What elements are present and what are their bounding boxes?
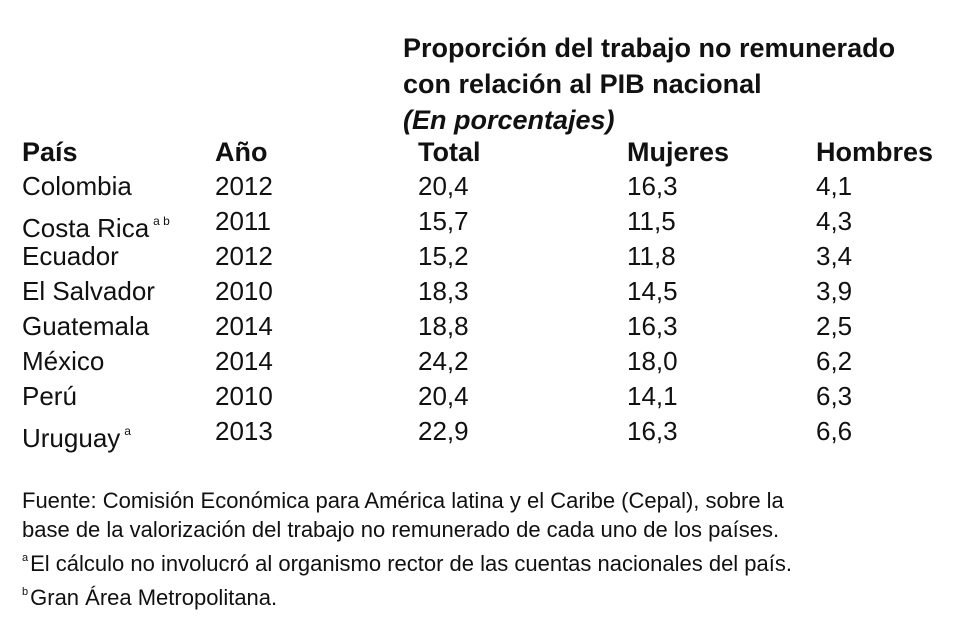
cell-country: Uruguay a: [22, 423, 131, 453]
footnote-a-mark: a: [22, 552, 29, 564]
cell-women: 14,1: [627, 381, 678, 411]
cell-total: 24,2: [418, 346, 469, 376]
cell-country: Guatemala: [22, 311, 150, 341]
footnote-a-text: El cálculo no involucró al organismo rec…: [30, 551, 792, 576]
cell-women: 14,5: [627, 276, 678, 306]
cell-year: 2012: [215, 171, 273, 201]
table-row: Guatemala 2014 18,8 16,3 2,5: [0, 309, 960, 344]
table-row: Costa Rica a b 2011 15,7 11,5 4,3: [0, 204, 960, 243]
table-row: El Salvador 2010 18,3 14,5 3,9: [0, 274, 960, 309]
cell-men: 3,4: [816, 241, 853, 271]
cell-men: 4,1: [816, 171, 853, 201]
footnote-mark: a: [124, 424, 131, 438]
table-row: Ecuador 2012 15,2 11,8 3,4: [0, 239, 960, 274]
column-header-men: Hombres: [816, 137, 934, 167]
cell-year: 2012: [215, 241, 273, 271]
footnotes: Fuente: Comisión Económica para América …: [22, 486, 942, 612]
table-row: Perú 2010 20,4 14,1 6,3: [0, 379, 960, 414]
cell-year: 2014: [215, 311, 273, 341]
cell-country: México: [22, 346, 105, 376]
cell-year: 2010: [215, 381, 273, 411]
cell-country: Ecuador: [22, 241, 119, 271]
cell-men: 4,3: [816, 206, 853, 236]
footnote-b-mark: b: [22, 586, 29, 598]
cell-men: 3,9: [816, 276, 853, 306]
heading-units: (En porcentajes): [403, 105, 615, 135]
footnote-mark: a b: [153, 214, 170, 228]
cell-year: 2014: [215, 346, 273, 376]
cell-country: Costa Rica a b: [22, 213, 170, 243]
table-row: Uruguay a 2013 22,9 16,3 6,6: [0, 414, 960, 453]
cell-total: 20,4: [418, 381, 469, 411]
column-header-total: Total: [418, 137, 481, 167]
footnote-b: bGran Área Metropolitana.: [22, 578, 942, 612]
column-header-women: Mujeres: [627, 137, 730, 167]
table-row: México 2014 24,2 18,0 6,2: [0, 344, 960, 379]
cell-year: 2011: [215, 206, 271, 236]
cell-women: 18,0: [627, 346, 678, 376]
cell-country: El Salvador: [22, 276, 155, 306]
cell-women: 16,3: [627, 171, 678, 201]
cell-men: 6,2: [816, 346, 853, 376]
cell-year: 2013: [215, 416, 273, 446]
cell-country: Colombia: [22, 171, 132, 201]
cell-total: 20,4: [418, 171, 469, 201]
cell-total: 22,9: [418, 416, 469, 446]
cell-total: 15,7: [418, 206, 469, 236]
table-row: Colombia 2012 20,4 16,3 4,1: [0, 169, 960, 204]
footnote-b-text: Gran Área Metropolitana.: [30, 585, 278, 610]
table-heading: Proporción del trabajo no remunerado con…: [403, 30, 895, 138]
source-line-1: Fuente: Comisión Económica para América …: [22, 488, 784, 513]
cell-country: Perú: [22, 381, 77, 411]
heading-line-1: Proporción del trabajo no remunerado: [403, 33, 896, 63]
cell-women: 11,8: [627, 241, 676, 271]
cell-men: 6,6: [816, 416, 853, 446]
cell-women: 16,3: [627, 311, 678, 341]
column-header-year: Año: [215, 137, 268, 167]
cell-total: 15,2: [418, 241, 469, 271]
cell-year: 2010: [215, 276, 273, 306]
cell-men: 6,3: [816, 381, 853, 411]
cell-women: 16,3: [627, 416, 678, 446]
cell-women: 11,5: [627, 206, 676, 236]
cell-total: 18,8: [418, 311, 469, 341]
footnote-a: aEl cálculo no involucró al organismo re…: [22, 544, 942, 578]
column-header-country: País: [22, 137, 78, 167]
heading-line-2: con relación al PIB nacional: [403, 69, 762, 99]
cell-total: 18,3: [418, 276, 469, 306]
source-line-2: base de la valorización del trabajo no r…: [22, 517, 780, 542]
cell-men: 2,5: [816, 311, 853, 341]
